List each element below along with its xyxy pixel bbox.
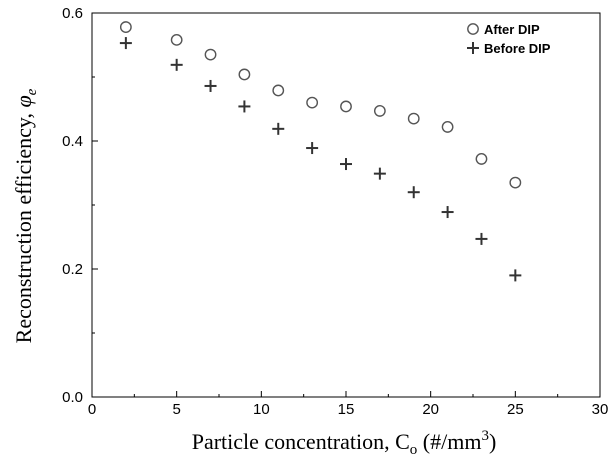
after-dip-point [475,153,488,165]
x-tick-label: 25 [507,401,524,418]
plot-frame [91,12,601,398]
y-tick-label: 0.0 [62,389,83,406]
after-dip-point [272,84,285,97]
legend-label: After DIP [484,22,540,37]
y-axis-title: Reconstruction efficiency, φe [11,88,40,343]
plot-axes [91,12,601,398]
before-dip-point [306,142,319,155]
after-dip-point [170,33,183,46]
series-0 [119,21,522,189]
x-tick-label: 0 [88,401,96,418]
before-dip-point [509,269,522,282]
x-tick-label: 30 [592,401,609,418]
legend-label: Before DIP [484,41,551,56]
before-dip-point [407,186,420,199]
before-dip-point [373,167,386,180]
axis-ticks: 0 5 10 15 20 25 30 0.0 0.2 0.4 0.6 [62,5,608,418]
legend-marker [467,23,479,35]
x-tick-label: 10 [253,401,270,418]
after-dip-point [204,48,217,61]
after-dip-point [340,100,352,113]
after-dip-point [407,112,420,125]
x-tick-label: 20 [422,401,439,418]
before-dip-point [441,206,454,219]
y-tick-label: 0.4 [62,133,83,150]
legend: After DIP Before DIP [467,22,551,56]
after-dip-point [238,68,251,81]
before-dip-point [272,122,285,135]
before-dip-point [340,158,352,171]
after-dip-point [509,176,522,189]
after-dip-point [441,121,454,133]
x-tick-label: 15 [338,401,355,418]
x-tick-label: 5 [172,401,180,418]
x-axis-title: Particle concentration, Co (#/mm3) [192,428,497,458]
legend-marker [467,42,479,54]
before-dip-point [170,58,183,71]
y-tick-label: 0.2 [62,261,83,278]
before-dip-point [119,37,132,50]
before-dip-point [238,100,251,113]
after-dip-point [306,96,319,109]
data-marks [119,21,522,282]
series-1 [119,37,522,282]
before-dip-point [204,79,217,92]
after-dip-point [373,105,386,117]
before-dip-point [475,232,488,245]
after-dip-point [119,21,132,33]
y-tick-label: 0.6 [62,5,83,22]
